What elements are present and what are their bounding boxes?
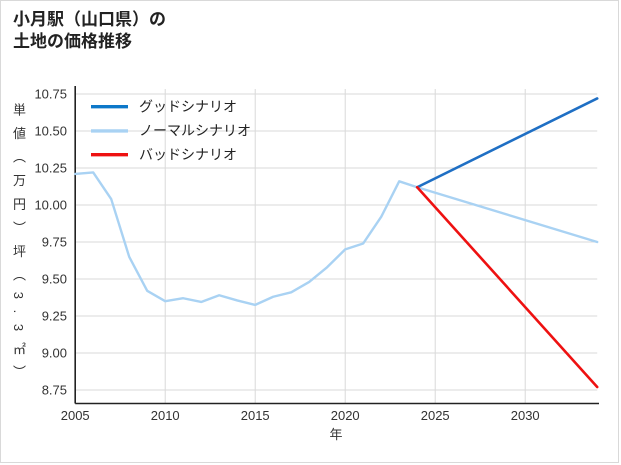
svg-text:9.75: 9.75 (42, 235, 67, 250)
svg-text:2025: 2025 (421, 408, 450, 423)
svg-text:8.75: 8.75 (42, 383, 67, 398)
svg-text:9.25: 9.25 (42, 309, 67, 324)
svg-text:10.50: 10.50 (34, 124, 67, 139)
svg-text:9.00: 9.00 (42, 346, 67, 361)
svg-text:2030: 2030 (511, 408, 540, 423)
svg-text:2010: 2010 (151, 408, 180, 423)
svg-text:10.75: 10.75 (34, 87, 67, 102)
svg-text:10.00: 10.00 (34, 198, 67, 213)
svg-text:10.25: 10.25 (34, 161, 67, 176)
svg-text:年: 年 (329, 427, 342, 442)
svg-text:2015: 2015 (241, 408, 270, 423)
svg-text:バッドシナリオ: バッドシナリオ (139, 147, 237, 163)
svg-text:ノーマルシナリオ: ノーマルシナリオ (139, 123, 251, 139)
svg-text:9.50: 9.50 (42, 272, 67, 287)
svg-text:2005: 2005 (61, 408, 90, 423)
svg-text:2020: 2020 (331, 408, 360, 423)
svg-text:グッドシナリオ: グッドシナリオ (139, 99, 237, 115)
